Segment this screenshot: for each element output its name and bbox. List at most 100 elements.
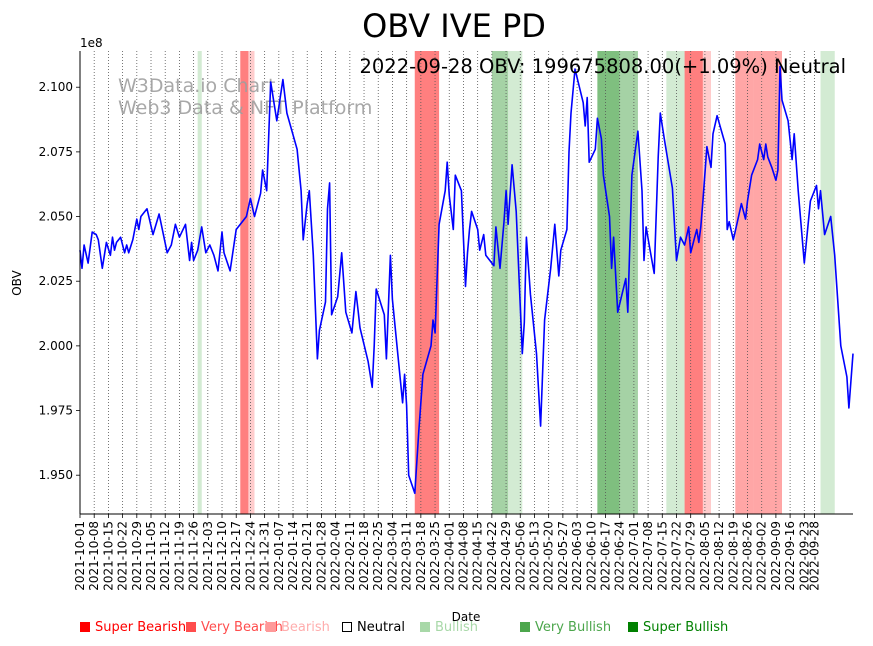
- region-bullish-0: [197, 51, 202, 514]
- x-tick-label-2022-04-22: 2022-04-22: [485, 521, 499, 591]
- y-tick-label-6: 2.100: [39, 80, 73, 94]
- x-tick-label-2022-05-20: 2022-05-20: [542, 521, 556, 591]
- x-tick-label-2022-09-09: 2022-09-09: [769, 521, 783, 591]
- x-tick-label-2022-05-27: 2022-05-27: [556, 521, 570, 591]
- x-tick-label-2022-02-04: 2022-02-04: [329, 521, 343, 591]
- legend-swatch: [266, 622, 276, 632]
- y-tick-label-3: 2.025: [39, 274, 73, 288]
- x-tick-label-2022-07-15: 2022-07-15: [655, 521, 669, 591]
- x-tick-label-2021-12-31: 2021-12-31: [258, 521, 272, 591]
- x-tick-label-2022-03-11: 2022-03-11: [400, 521, 414, 591]
- y-tick-label-2: 2.000: [39, 339, 73, 353]
- legend-label: Super Bullish: [643, 620, 729, 635]
- legend-item-bearish: Bearish: [266, 620, 330, 635]
- x-tick-label-2022-06-24: 2022-06-24: [613, 521, 627, 591]
- region-bullish-13: [820, 51, 835, 514]
- region-bearish-10: [702, 51, 711, 514]
- legend-label: Very Bullish: [535, 620, 612, 635]
- legend-swatch: [628, 622, 638, 632]
- watermark-line-2: Web3 Data & NFT Platform: [118, 97, 372, 119]
- y-tick-label-1: 1.975: [39, 404, 73, 418]
- y-tick-label-5: 2.075: [39, 145, 73, 159]
- y-multiplier-label: 1e8: [80, 36, 103, 50]
- x-tick-label-2021-10-08: 2021-10-08: [87, 521, 101, 591]
- series-line-obv: [79, 65, 854, 495]
- region-very-bullish-4: [491, 51, 509, 514]
- vertical-gridlines: [79, 51, 815, 514]
- x-tick-label-2021-10-01: 2021-10-01: [73, 521, 87, 591]
- x-tick-label-2021-10-29: 2021-10-29: [130, 521, 144, 591]
- x-tick-label-2022-06-03: 2022-06-03: [570, 521, 584, 591]
- watermark-line-1: W3Data.io Chart: [118, 75, 275, 97]
- x-tick-label-2022-01-07: 2022-01-07: [272, 521, 286, 591]
- watermark: W3Data.io Chart Web3 Data & NFT Platform: [118, 75, 372, 119]
- x-tick-label-2022-02-11: 2022-02-11: [343, 521, 357, 591]
- x-tick-label-2021-10-22: 2021-10-22: [116, 521, 130, 591]
- x-tick-label-2022-02-25: 2022-02-25: [371, 521, 385, 591]
- legend-label: Neutral: [357, 620, 405, 635]
- region-bullish-8: [666, 51, 685, 514]
- legend-item-very-bullish: Very Bullish: [520, 620, 611, 635]
- legend-swatch: [80, 622, 90, 632]
- x-tick-label-2022-07-08: 2022-07-08: [641, 521, 655, 591]
- legend-label: Very Bearish: [201, 620, 283, 635]
- x-tick-label-2022-04-01: 2022-04-01: [442, 521, 456, 591]
- x-tick-label-2022-04-08: 2022-04-08: [456, 521, 470, 591]
- y-ticks: 1.950 1.975 2.000 2.025 2.050 2.075 2.100: [39, 80, 80, 482]
- region-bearish-2: [248, 51, 255, 514]
- chart-annotation: 2022-09-28 OBV: 199675808.00(+1.09%) Neu…: [359, 55, 846, 78]
- x-tick-label-2021-11-19: 2021-11-19: [172, 521, 186, 591]
- x-tick-label-2022-04-29: 2022-04-29: [499, 521, 513, 591]
- x-tick-label-2022-05-06: 2022-05-06: [513, 521, 527, 591]
- x-tick-label-2022-06-17: 2022-06-17: [598, 521, 612, 591]
- x-tick-label-2021-12-03: 2021-12-03: [201, 521, 215, 591]
- x-tick-label-2022-02-18: 2022-02-18: [357, 521, 371, 591]
- legend-swatch: [342, 622, 352, 632]
- region-super-bearish-9: [684, 51, 703, 514]
- x-tick-label-2022-01-14: 2022-01-14: [286, 521, 300, 591]
- x-tick-label-2022-08-05: 2022-08-05: [698, 521, 712, 591]
- x-tick-label-2021-10-15: 2021-10-15: [101, 521, 115, 591]
- x-tick-label-2021-11-26: 2021-11-26: [187, 521, 201, 591]
- x-tick-label-2022-09-23: 2022-09-23: [797, 521, 811, 591]
- region-very-bearish-11: [735, 51, 754, 514]
- legend-label: Bullish: [435, 620, 479, 635]
- x-tick-label-2022-03-25: 2022-03-25: [428, 521, 442, 591]
- sentiment-regions: [197, 51, 835, 514]
- legend-label: Bearish: [281, 620, 330, 635]
- y-tick-label-0: 1.950: [39, 468, 73, 482]
- x-tick-label-2022-03-18: 2022-03-18: [414, 521, 428, 591]
- x-tick-label-2022-08-12: 2022-08-12: [712, 521, 726, 591]
- legend-item-neutral: Neutral: [342, 620, 405, 635]
- x-tick-label-2022-07-22: 2022-07-22: [669, 521, 683, 591]
- legend-swatch: [186, 622, 196, 632]
- legend-item-bullish: Bullish: [420, 620, 478, 635]
- x-ticks: 2021-10-01 2021-10-08 2021-10-15 2021-10-22…: [73, 514, 821, 591]
- legend-swatch: [520, 622, 530, 632]
- x-tick-label-2022-04-15: 2022-04-15: [471, 521, 485, 591]
- y-tick-label-4: 2.050: [39, 210, 73, 224]
- x-tick-label-2022-01-21: 2022-01-21: [300, 521, 314, 591]
- x-tick-label-2022-07-01: 2022-07-01: [627, 521, 641, 591]
- legend-item-very-bearish: Very Bearish: [186, 620, 283, 635]
- x-tick-label-2022-07-29: 2022-07-29: [684, 521, 698, 591]
- x-tick-label-2021-12-24: 2021-12-24: [243, 521, 257, 591]
- axes: [79, 51, 853, 515]
- x-tick-label-2021-12-17: 2021-12-17: [229, 521, 243, 591]
- x-tick-label-2022-06-10: 2022-06-10: [584, 521, 598, 591]
- x-axis-label: Date: [452, 610, 481, 624]
- x-tick-label-2022-08-19: 2022-08-19: [726, 521, 740, 591]
- region-super-bearish-1: [240, 51, 249, 514]
- x-tick-label-2022-09-28: 2022-09-28: [807, 521, 821, 591]
- x-tick-label-2021-11-12: 2021-11-12: [158, 521, 172, 591]
- x-tick-label-2022-01-28: 2022-01-28: [314, 521, 328, 591]
- legend-swatch: [420, 622, 430, 632]
- x-tick-label-2021-12-10: 2021-12-10: [215, 521, 229, 591]
- x-tick-label-2022-08-26: 2022-08-26: [740, 521, 754, 591]
- legend-label: Super Bearish: [95, 620, 187, 635]
- legend-item-super-bullish: Super Bullish: [628, 620, 728, 635]
- x-tick-label-2021-11-05: 2021-11-05: [144, 521, 158, 591]
- y-axis-label: OBV: [10, 269, 24, 295]
- legend-item-super-bearish: Super Bearish: [80, 620, 186, 635]
